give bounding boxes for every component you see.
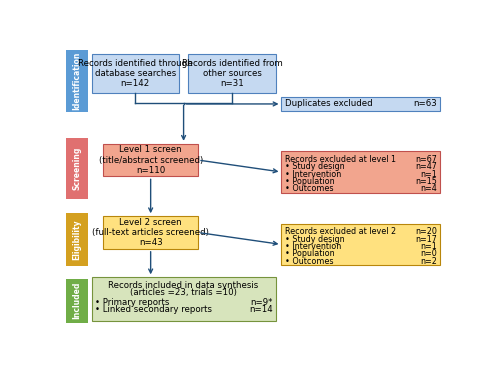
Text: n=17: n=17 (416, 235, 437, 244)
Text: • Primary reports: • Primary reports (94, 298, 169, 307)
Text: • Intervention: • Intervention (284, 170, 341, 179)
Text: n=15: n=15 (416, 177, 437, 186)
FancyBboxPatch shape (282, 97, 440, 111)
Text: • Outcomes: • Outcomes (284, 257, 333, 266)
Text: Records excluded at level 1: Records excluded at level 1 (284, 155, 396, 164)
Text: Identification: Identification (72, 52, 82, 110)
Text: n=1: n=1 (420, 242, 437, 251)
FancyBboxPatch shape (92, 54, 179, 93)
Text: (articles =23, trials =10): (articles =23, trials =10) (130, 288, 237, 297)
Text: • Intervention: • Intervention (284, 242, 341, 251)
Text: n=14: n=14 (249, 305, 272, 314)
Text: • Study design: • Study design (284, 235, 344, 244)
FancyBboxPatch shape (66, 279, 87, 323)
Text: • Linked secondary reports: • Linked secondary reports (94, 305, 212, 314)
Text: Duplicates excluded: Duplicates excluded (284, 100, 372, 108)
FancyBboxPatch shape (188, 54, 276, 93)
Text: Eligibility: Eligibility (72, 219, 82, 260)
Text: • Outcomes: • Outcomes (284, 184, 333, 193)
FancyBboxPatch shape (66, 213, 87, 266)
FancyBboxPatch shape (66, 138, 87, 199)
FancyBboxPatch shape (66, 50, 87, 113)
FancyBboxPatch shape (103, 144, 198, 176)
Text: Records included in data synthesis: Records included in data synthesis (108, 281, 258, 290)
Text: n=67: n=67 (416, 155, 437, 164)
FancyBboxPatch shape (282, 151, 440, 193)
Text: Level 2 screen
(full-text articles screened)
n=43: Level 2 screen (full-text articles scree… (92, 218, 209, 248)
Text: Included: Included (72, 282, 82, 320)
Text: n=4: n=4 (420, 184, 437, 193)
Text: Records excluded at level 2: Records excluded at level 2 (284, 227, 396, 236)
Text: Screening: Screening (72, 147, 82, 190)
Text: n=20: n=20 (416, 227, 437, 236)
Text: • Population: • Population (284, 177, 334, 186)
FancyBboxPatch shape (103, 216, 198, 249)
Text: n=2: n=2 (420, 257, 437, 266)
Text: • Study design: • Study design (284, 162, 344, 171)
Text: • Population: • Population (284, 249, 334, 258)
Text: Level 1 screen
(title/abstract screened)
n=110: Level 1 screen (title/abstract screened)… (98, 145, 203, 175)
Text: n=1: n=1 (420, 170, 437, 179)
Text: n=63: n=63 (414, 100, 437, 108)
Text: Records identified through
database searches
n=142: Records identified through database sear… (78, 59, 192, 88)
Text: n=9*: n=9* (250, 298, 272, 307)
Text: Records identified from
other sources
n=31: Records identified from other sources n=… (182, 59, 282, 88)
FancyBboxPatch shape (92, 277, 276, 321)
Text: n=0: n=0 (420, 249, 437, 258)
Text: n=47: n=47 (416, 162, 437, 171)
FancyBboxPatch shape (282, 224, 440, 265)
